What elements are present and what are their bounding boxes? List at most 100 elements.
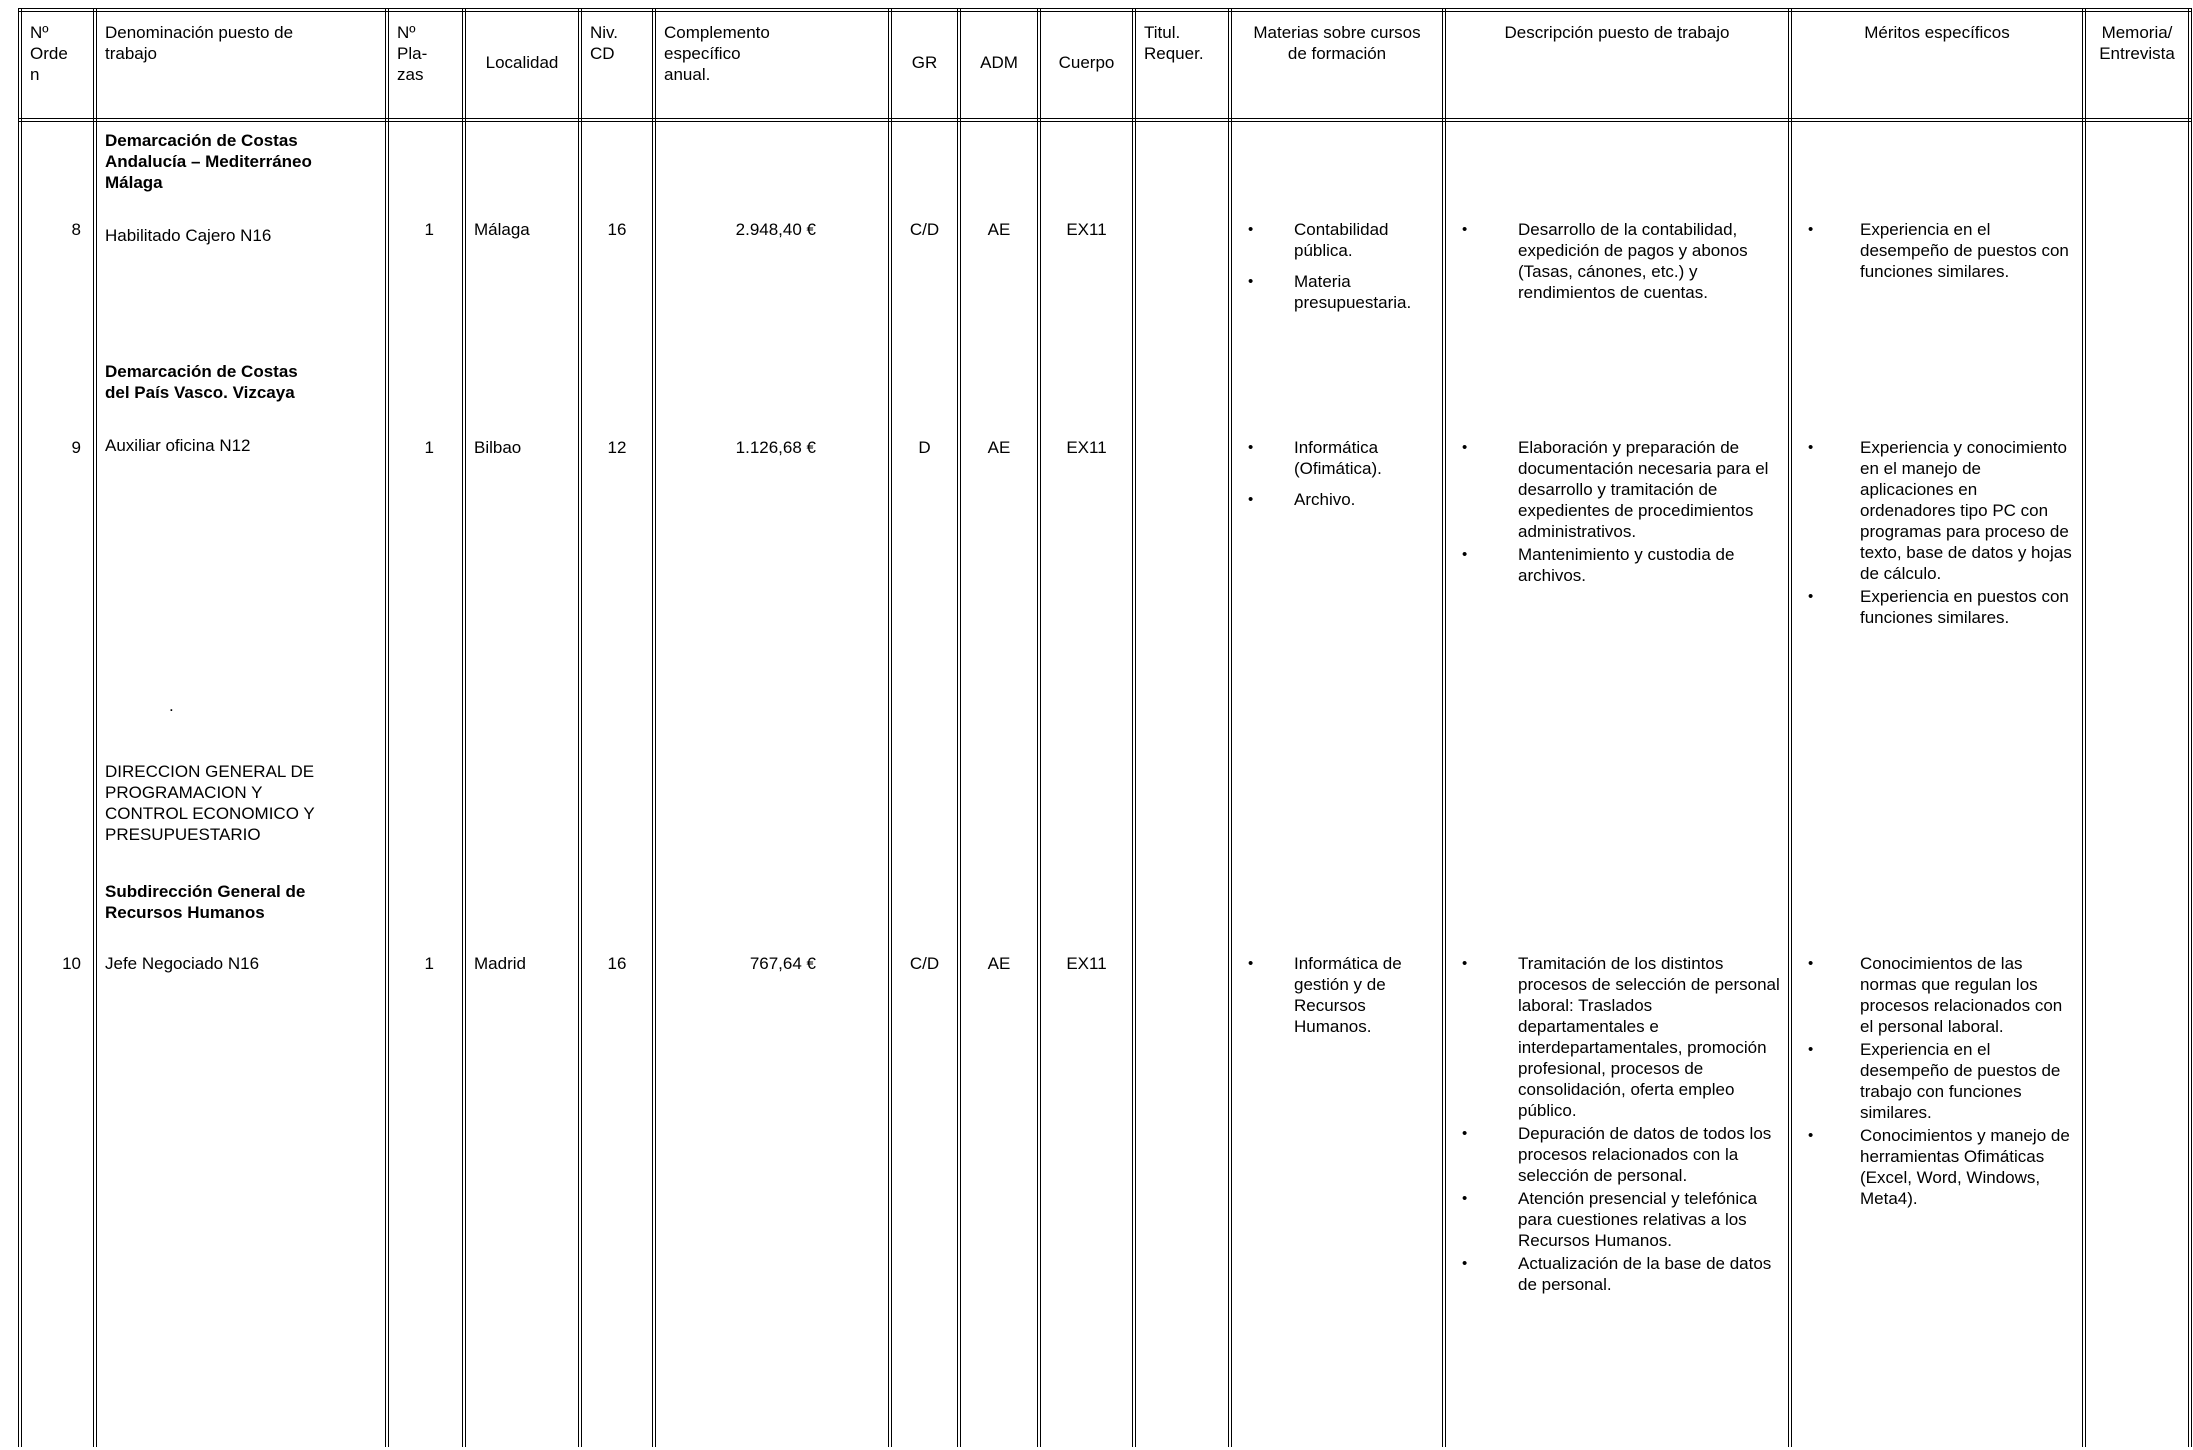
cell-r8-titul: [1132, 120, 1232, 357]
cell-r10-meritos: • Conocimientos de las normas que regulan…: [1788, 757, 2086, 1447]
cell-r9-complemento: 1.126,68 €: [652, 357, 892, 757]
bullet-marker: •: [1462, 1190, 1468, 1207]
cell-r9-materias: • Informática (Ofimática). • Archivo.: [1228, 357, 1446, 757]
header-denominacion: Denominación puesto de trabajo: [93, 8, 389, 122]
cell-r9-memoria: [2082, 357, 2192, 757]
cell-r8-adm: AE: [957, 120, 1041, 357]
cell-r9-adm: AE: [957, 357, 1041, 757]
cell-r9-orden: 9: [18, 357, 97, 757]
bullet-marker: •: [1808, 1127, 1814, 1144]
header-titul: Titul. Requer.: [1132, 8, 1232, 122]
list-item: • Actualización de la base de datos de pe…: [1454, 1253, 1780, 1295]
cell-r10-adm: AE: [957, 757, 1041, 1447]
section-heading: Demarcación de Costas del País Vasco. Vi…: [105, 362, 298, 402]
direccion-general-heading: DIRECCION GENERAL DE PROGRAMACION Y CONT…: [105, 762, 315, 844]
cell-r9-plazas: 1: [385, 357, 466, 757]
cell-r9-titul: [1132, 357, 1232, 757]
header-meritos: Méritos específicos: [1788, 8, 2086, 122]
header-gr: GR: [888, 8, 961, 122]
bullet-marker: •: [1248, 491, 1254, 508]
cell-r8-plazas: 1: [385, 120, 466, 357]
list-item: • Experiencia en el desempeño de puestos …: [1800, 219, 2074, 282]
cell-r10-materias: • Informática de gestión y de Recursos Hu…: [1228, 757, 1446, 1447]
cell-r10-titul: [1132, 757, 1232, 1447]
cell-r10-niv: 16: [578, 757, 656, 1447]
cell-r8-niv: 16: [578, 120, 656, 357]
list-item: • Contabilidad pública.: [1240, 219, 1434, 261]
cell-r8-cuerpo: EX11: [1037, 120, 1136, 357]
header-orden: Nº Orde n: [18, 8, 97, 122]
cell-r8-orden: 8: [18, 120, 97, 357]
header-adm: ADM: [957, 8, 1041, 122]
section-heading: Demarcación de Costas Andalucía – Medite…: [105, 131, 312, 192]
puesto-label: Auxiliar oficina N12: [105, 436, 251, 455]
bullet-marker: •: [1808, 588, 1814, 605]
bullet-marker: •: [1462, 955, 1468, 972]
list-item: • Materia presupuestaria.: [1240, 271, 1434, 313]
cell-r10-complemento: 767,64 €: [652, 757, 892, 1447]
bullet-marker: •: [1808, 439, 1814, 456]
list-item: • Archivo.: [1240, 489, 1434, 510]
cell-r9-cuerpo: EX11: [1037, 357, 1136, 757]
cell-r10-cuerpo: EX11: [1037, 757, 1136, 1447]
bullet-marker: •: [1462, 1255, 1468, 1272]
section-heading: Subdirección General de Recursos Humanos: [105, 882, 306, 922]
job-positions-table: Nº Orde n Denominación puesto de trabajo…: [18, 8, 2192, 1447]
header-localidad: Localidad: [462, 8, 582, 122]
bullet-marker: •: [1462, 1125, 1468, 1142]
cell-r8-descripcion: • Desarrollo de la contabilidad, expedici…: [1442, 120, 1792, 357]
list-item: • Desarrollo de la contabilidad, expedici…: [1454, 219, 1780, 303]
cell-r9-denominacion: Demarcación de Costas del País Vasco. Vi…: [93, 357, 389, 757]
list-item: • Experiencia y conocimiento en el manejo…: [1800, 437, 2074, 584]
list-item: • Elaboración y preparación de documentac…: [1454, 437, 1780, 542]
list-item: • Conocimientos de las normas que regulan…: [1800, 953, 2074, 1037]
cell-r9-localidad: Bilbao: [462, 357, 582, 757]
list-item: • Informática de gestión y de Recursos Hu…: [1240, 953, 1434, 1037]
cell-r8-materias: • Contabilidad pública. • Materia presupue…: [1228, 120, 1446, 357]
cell-r10-orden: 10: [18, 757, 97, 1447]
cell-r8-denominacion: Demarcación de Costas Andalucía – Medite…: [93, 120, 389, 357]
cell-r8-localidad: Málaga: [462, 120, 582, 357]
cell-r10-plazas: 1: [385, 757, 466, 1447]
header-niv-cd: Niv. CD: [578, 8, 656, 122]
cell-r9-gr: D: [888, 357, 961, 757]
table-row-8: 8 Demarcación de Costas Andalucía – Medi…: [18, 120, 2192, 357]
puesto-label: Jefe Negociado N16: [105, 954, 260, 973]
bullet-marker: •: [1808, 955, 1814, 972]
cell-r8-complemento: 2.948,40 €: [652, 120, 892, 357]
bullet-marker: •: [1248, 439, 1254, 456]
cell-r10-memoria: [2082, 757, 2192, 1447]
list-item: • Atención presencial y telefónica para c…: [1454, 1188, 1780, 1251]
bullet-marker: •: [1248, 955, 1254, 972]
cell-r8-meritos: • Experiencia en el desempeño de puestos …: [1788, 120, 2086, 357]
scan-artifact-dot: .: [169, 696, 174, 715]
header-complemento: Complemento específico anual.: [652, 8, 892, 122]
cell-r10-gr: C/D: [888, 757, 961, 1447]
table-header-row: Nº Orde n Denominación puesto de trabajo…: [18, 8, 2192, 122]
list-item: • Mantenimiento y custodia de archivos.: [1454, 544, 1780, 586]
bullet-marker: •: [1808, 221, 1814, 238]
header-descripcion: Descripción puesto de trabajo: [1442, 8, 1792, 122]
bullet-marker: •: [1248, 273, 1254, 290]
bullet-marker: •: [1462, 439, 1468, 456]
cell-r10-descripcion: • Tramitación de los distintos procesos d…: [1442, 757, 1792, 1447]
cell-r9-niv: 12: [578, 357, 656, 757]
table-row-10: 10 DIRECCION GENERAL DE PROGRAMACION Y C…: [18, 757, 2192, 1447]
bullet-marker: •: [1462, 221, 1468, 238]
table-row-9: 9 Demarcación de Costas del País Vasco. …: [18, 357, 2192, 757]
cell-r8-gr: C/D: [888, 120, 961, 357]
list-item: • Experiencia en puestos con funciones si…: [1800, 586, 2074, 628]
header-memoria: Memoria/ Entrevista: [2082, 8, 2192, 122]
puesto-label: Habilitado Cajero N16: [105, 226, 272, 245]
bullet-marker: •: [1808, 1041, 1814, 1058]
bullet-marker: •: [1462, 546, 1468, 563]
list-item: • Experiencia en el desempeño de puestos …: [1800, 1039, 2074, 1123]
cell-r10-denominacion: DIRECCION GENERAL DE PROGRAMACION Y CONT…: [93, 757, 389, 1447]
list-item: • Conocimientos y manejo de herramientas …: [1800, 1125, 2074, 1209]
header-plazas: Nº Pla- zas: [385, 8, 466, 122]
list-item: • Depuración de datos de todos los proces…: [1454, 1123, 1780, 1186]
cell-r10-localidad: Madrid: [462, 757, 582, 1447]
cell-r9-descripcion: • Elaboración y preparación de documentac…: [1442, 357, 1792, 757]
cell-r9-meritos: • Experiencia y conocimiento en el manejo…: [1788, 357, 2086, 757]
